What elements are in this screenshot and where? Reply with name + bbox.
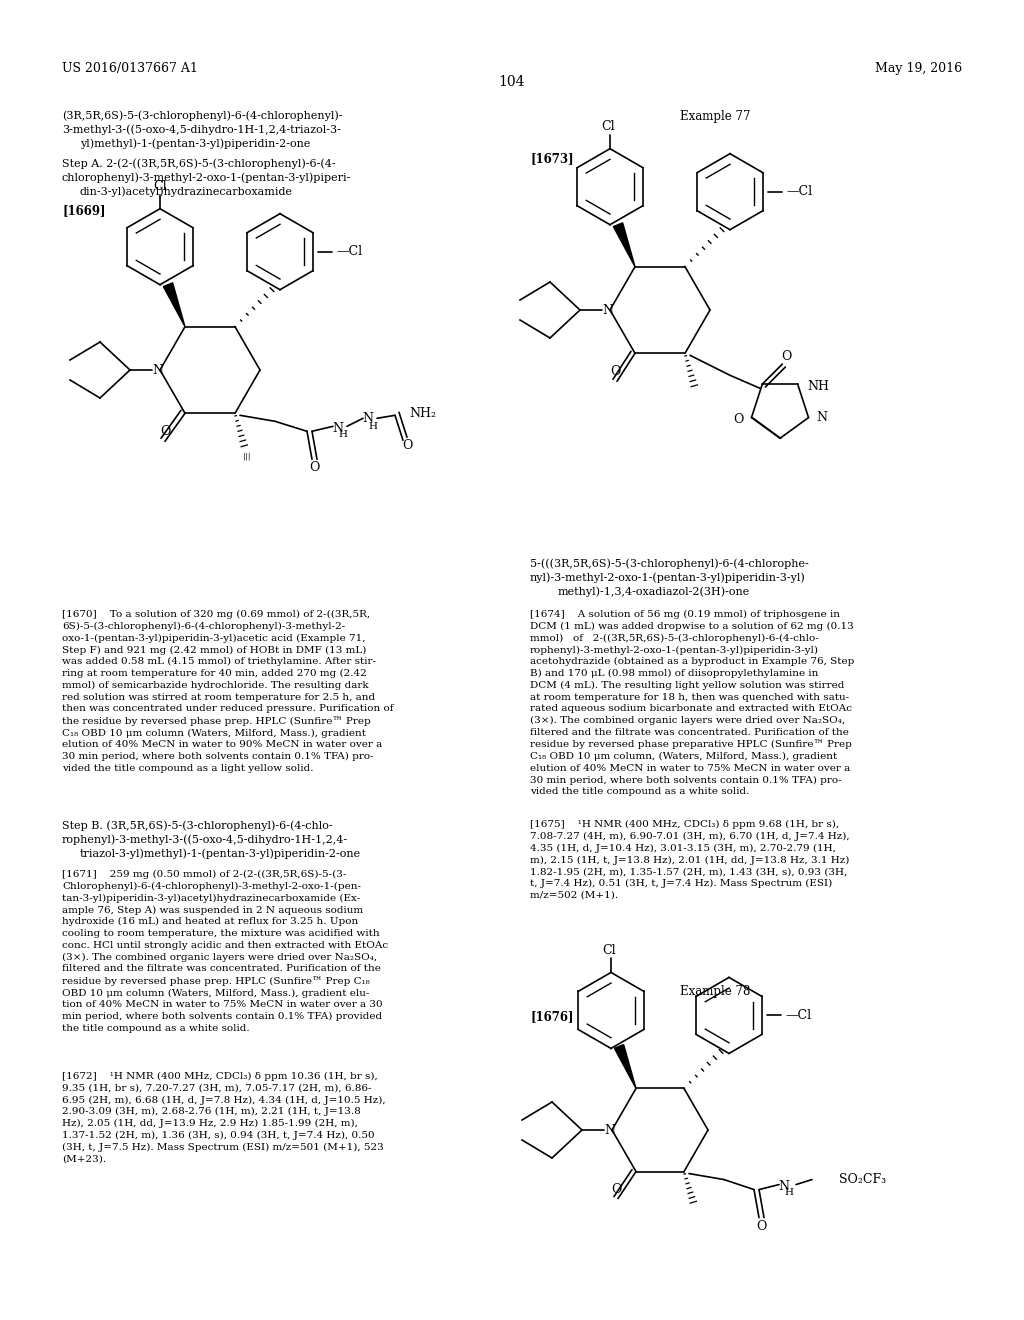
Text: din-3-yl)acetyl)hydrazinecarboxamide: din-3-yl)acetyl)hydrazinecarboxamide: [80, 186, 293, 197]
Text: [1676]: [1676]: [530, 1010, 573, 1023]
Text: (3R,5R,6S)-5-(3-chlorophenyl)-6-(4-chlorophenyl)-: (3R,5R,6S)-5-(3-chlorophenyl)-6-(4-chlor…: [62, 110, 342, 120]
Text: Cl: Cl: [602, 944, 615, 957]
Text: 5-(((3R,5R,6S)-5-(3-chlorophenyl)-6-(4-chlorophe-: 5-(((3R,5R,6S)-5-(3-chlorophenyl)-6-(4-c…: [530, 558, 809, 569]
Text: chlorophenyl)-3-methyl-2-oxo-1-(pentan-3-yl)piperi-: chlorophenyl)-3-methyl-2-oxo-1-(pentan-3…: [62, 172, 351, 182]
Text: O: O: [756, 1220, 766, 1233]
Text: [1670]    To a solution of 320 mg (0.69 mmol) of 2-((3R,5R,
6S)-5-(3-chloropheny: [1670] To a solution of 320 mg (0.69 mmo…: [62, 610, 393, 774]
Text: O: O: [610, 364, 621, 378]
Text: N: N: [333, 422, 343, 434]
Text: methyl)-1,3,4-oxadiazol-2(3H)-one: methyl)-1,3,4-oxadiazol-2(3H)-one: [558, 586, 751, 597]
Text: H: H: [369, 422, 378, 430]
Text: yl)methyl)-1-(pentan-3-yl)piperidin-2-one: yl)methyl)-1-(pentan-3-yl)piperidin-2-on…: [80, 139, 310, 149]
Text: Example 78: Example 78: [680, 985, 751, 998]
Text: US 2016/0137667 A1: US 2016/0137667 A1: [62, 62, 198, 75]
Text: O: O: [733, 413, 743, 426]
Text: N: N: [153, 363, 164, 376]
Text: Cl: Cl: [601, 120, 614, 133]
Text: Cl: Cl: [154, 181, 167, 193]
Text: N: N: [816, 411, 827, 424]
Text: May 19, 2016: May 19, 2016: [874, 62, 962, 75]
Text: N: N: [602, 304, 613, 317]
Text: O: O: [401, 438, 413, 451]
Text: O: O: [781, 350, 792, 363]
Text: [1669]: [1669]: [62, 205, 105, 216]
Text: [1671]    259 mg (0.50 mmol) of 2-(2-((3R,5R,6S)-5-(3-
Chlorophenyl)-6-(4-chloro: [1671] 259 mg (0.50 mmol) of 2-(2-((3R,5…: [62, 870, 388, 1032]
Text: O: O: [610, 1183, 622, 1196]
Text: —Cl: —Cl: [785, 1008, 811, 1022]
Text: Example 77: Example 77: [680, 110, 751, 123]
Text: O: O: [160, 425, 170, 438]
Text: O: O: [309, 461, 319, 474]
Text: 3-methyl-3-((5-oxo-4,5-dihydro-1H-1,2,4-triazol-3-: 3-methyl-3-((5-oxo-4,5-dihydro-1H-1,2,4-…: [62, 124, 341, 135]
Polygon shape: [613, 223, 635, 267]
Text: rophenyl)-3-methyl-3-((5-oxo-4,5-dihydro-1H-1,2,4-: rophenyl)-3-methyl-3-((5-oxo-4,5-dihydro…: [62, 834, 348, 845]
Text: 104: 104: [499, 75, 525, 88]
Text: nyl)-3-methyl-2-oxo-1-(pentan-3-yl)piperidin-3-yl): nyl)-3-methyl-2-oxo-1-(pentan-3-yl)piper…: [530, 572, 806, 582]
Text: H: H: [784, 1188, 794, 1197]
Text: N: N: [778, 1180, 790, 1193]
Text: [1672]    ¹H NMR (400 MHz, CDCl₃) δ ppm 10.36 (1H, br s),
9.35 (1H, br s), 7.20-: [1672] ¹H NMR (400 MHz, CDCl₃) δ ppm 10.…: [62, 1072, 386, 1164]
Text: N: N: [362, 412, 374, 425]
Text: H: H: [339, 430, 347, 438]
Text: NH₂: NH₂: [409, 407, 436, 420]
Text: Step A. 2-(2-((3R,5R,6S)-5-(3-chlorophenyl)-6-(4-: Step A. 2-(2-((3R,5R,6S)-5-(3-chlorophen…: [62, 158, 336, 169]
Text: triazol-3-yl)methyl)-1-(pentan-3-yl)piperidin-2-one: triazol-3-yl)methyl)-1-(pentan-3-yl)pipe…: [80, 847, 361, 858]
Text: Step B. (3R,5R,6S)-5-(3-chlorophenyl)-6-(4-chlo-: Step B. (3R,5R,6S)-5-(3-chlorophenyl)-6-…: [62, 820, 333, 830]
Text: [1674]    A solution of 56 mg (0.19 mmol) of triphosgene in
DCM (1 mL) was added: [1674] A solution of 56 mg (0.19 mmol) o…: [530, 610, 854, 796]
Polygon shape: [614, 1044, 636, 1089]
Text: SO₂CF₃: SO₂CF₃: [839, 1173, 886, 1187]
Text: NH: NH: [808, 380, 829, 392]
Text: —Cl: —Cl: [786, 185, 812, 198]
Text: N: N: [604, 1123, 615, 1137]
Text: —Cl: —Cl: [336, 246, 362, 259]
Polygon shape: [164, 282, 185, 326]
Text: [1673]: [1673]: [530, 152, 573, 165]
Text: |||: |||: [243, 453, 251, 461]
Text: [1675]    ¹H NMR (400 MHz, CDCl₃) δ ppm 9.68 (1H, br s),
7.08-7.27 (4H, m), 6.90: [1675] ¹H NMR (400 MHz, CDCl₃) δ ppm 9.6…: [530, 820, 850, 900]
